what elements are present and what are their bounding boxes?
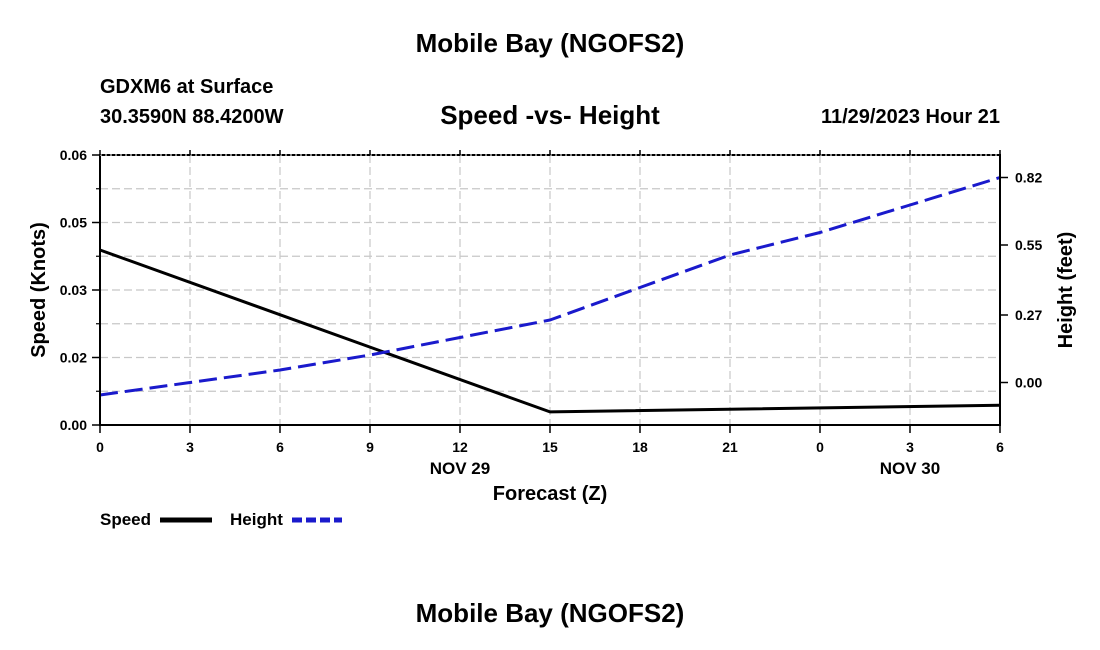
y-left-tick-label: 0.02 bbox=[60, 350, 87, 366]
x-tick-label: 15 bbox=[542, 439, 558, 455]
page-title: Mobile Bay (NGOFS2) bbox=[415, 28, 685, 58]
x-axis-label: Forecast (Z) bbox=[493, 483, 607, 505]
y-left-tick-label: 0.06 bbox=[60, 147, 87, 163]
grid-lines bbox=[100, 155, 1000, 425]
series-lines bbox=[99, 176, 1001, 414]
coordinates-label: 30.3590N 88.4200W bbox=[100, 106, 284, 128]
y-axis-left-label: Speed (Knots) bbox=[28, 222, 50, 358]
legend: Speed Height bbox=[100, 510, 342, 529]
x-tick-label: 12 bbox=[452, 439, 468, 455]
speed-series-line bbox=[99, 248, 1001, 414]
height-series-line bbox=[99, 176, 1001, 397]
x-tick-label: 0 bbox=[816, 439, 824, 455]
legend-speed-label: Speed bbox=[100, 510, 151, 529]
x-day-label: NOV 30 bbox=[880, 459, 940, 478]
x-tick-label: 6 bbox=[276, 439, 284, 455]
y-left-tick-label: 0.00 bbox=[60, 417, 87, 433]
footer-title: Mobile Bay (NGOFS2) bbox=[415, 598, 685, 628]
x-day-label: NOV 29 bbox=[430, 459, 490, 478]
x-tick-label: 9 bbox=[366, 439, 374, 455]
x-tick-label: 3 bbox=[186, 439, 194, 455]
y-right-tick-label: 0.55 bbox=[1015, 237, 1042, 253]
y-left-tick-label: 0.03 bbox=[60, 282, 87, 298]
y-axis-right-label: Height (feet) bbox=[1055, 232, 1077, 349]
y-right-tick-label: 0.82 bbox=[1015, 170, 1042, 186]
chart-title: Speed -vs- Height bbox=[440, 100, 660, 130]
x-tick-label: 21 bbox=[722, 439, 738, 455]
axes: 0 3 6 9 12 15 18 21 0 3 6 NOV 29 NOV 30 0.00 0.02 0.03 0… bbox=[60, 147, 1043, 478]
y-right-tick-label: 0.27 bbox=[1015, 307, 1042, 323]
y-right-tick-label: 0.00 bbox=[1015, 375, 1042, 391]
x-tick-label: 18 bbox=[632, 439, 648, 455]
x-tick-label: 6 bbox=[996, 439, 1004, 455]
y-left-tick-label: 0.05 bbox=[60, 215, 87, 231]
legend-height-label: Height bbox=[230, 510, 283, 529]
x-tick-label: 0 bbox=[96, 439, 104, 455]
station-label: GDXM6 at Surface bbox=[100, 76, 274, 98]
forecast-datetime: 11/29/2023 Hour 21 bbox=[820, 106, 1000, 128]
x-tick-label: 3 bbox=[906, 439, 914, 455]
